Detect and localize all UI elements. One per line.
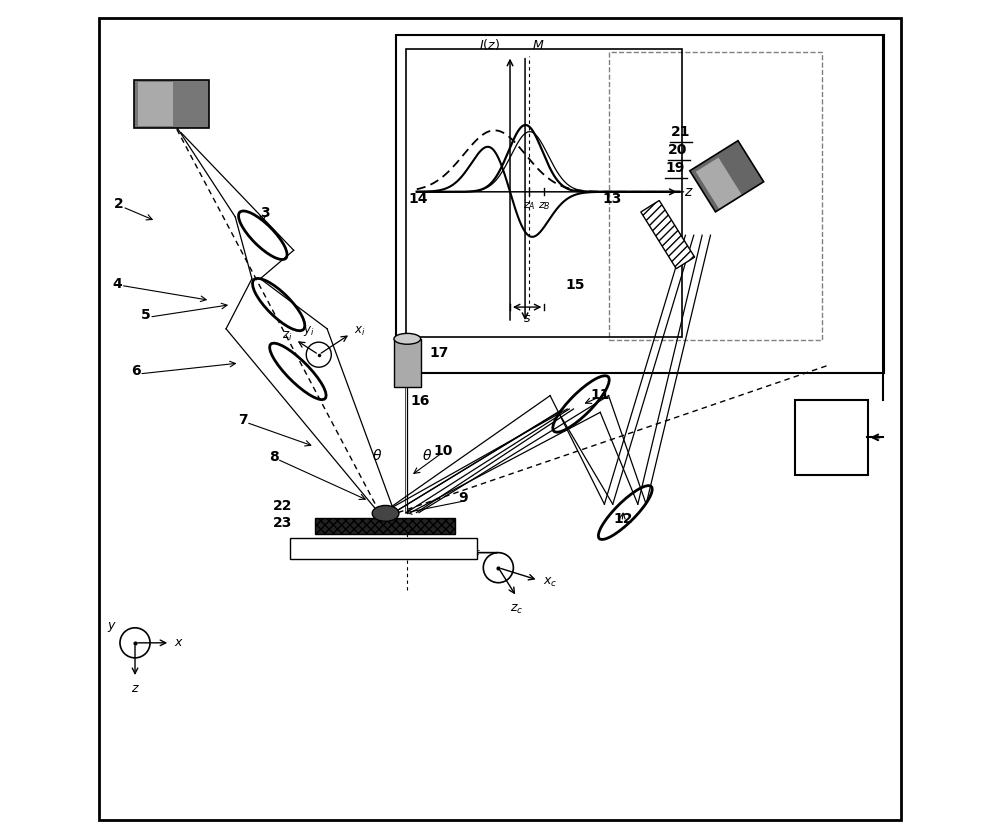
Text: 4: 4 [112,277,122,291]
Bar [795,400,868,475]
Text: 2: 2 [114,197,124,211]
Text: 20: 20 [668,143,687,157]
Text: 1: 1 [164,92,175,107]
Bar [134,80,209,128]
Text: 16: 16 [411,394,430,407]
Bar [138,82,173,126]
Text: 12: 12 [614,512,633,526]
Text: $\theta$: $\theta$ [422,448,432,463]
Text: 7: 7 [238,413,247,427]
Text: 22: 22 [273,499,292,513]
Text: $z$: $z$ [684,185,693,199]
Text: $s$: $s$ [523,312,531,325]
Text: 14: 14 [408,192,428,205]
Text: $z_i$: $z_i$ [282,330,292,343]
Text: 23: 23 [273,516,292,530]
Text: $\theta$: $\theta$ [372,448,382,463]
Text: 18: 18 [838,417,858,431]
Text: 10: 10 [433,444,453,458]
Text: $y_i$: $y_i$ [303,324,315,338]
Text: 3: 3 [260,205,270,220]
Text: 9: 9 [458,491,468,505]
Ellipse shape [394,334,421,344]
Text: 8: 8 [269,449,278,463]
Text: 15: 15 [565,278,585,292]
Text: 21: 21 [670,125,690,138]
Bar [315,519,455,535]
Text: $z_A$: $z_A$ [523,200,536,212]
Text: $x_i$: $x_i$ [354,325,365,338]
Bar [406,49,682,337]
Text: $z$: $z$ [131,682,139,695]
Bar [690,141,764,212]
Text: $y$: $y$ [107,620,117,634]
Text: 5: 5 [141,308,151,322]
Text: $x$: $x$ [174,636,184,649]
Text: $y_c$: $y_c$ [467,544,482,557]
Text: 19: 19 [665,162,685,175]
Text: $z_c$: $z_c$ [510,603,523,616]
Bar [641,200,695,269]
Text: $z_B$: $z_B$ [538,200,551,212]
Bar [696,158,741,209]
Text: $M$: $M$ [532,39,544,51]
Bar [394,339,421,387]
Text: $I(z)$: $I(z)$ [479,37,500,51]
Ellipse shape [372,505,399,521]
Text: $x_c$: $x_c$ [543,577,557,589]
Text: 6: 6 [131,365,140,379]
Text: 11: 11 [590,388,610,401]
Text: 17: 17 [430,346,449,360]
Bar [396,35,884,373]
Text: 13: 13 [603,192,622,205]
Bar [290,538,477,559]
Bar [609,51,822,339]
